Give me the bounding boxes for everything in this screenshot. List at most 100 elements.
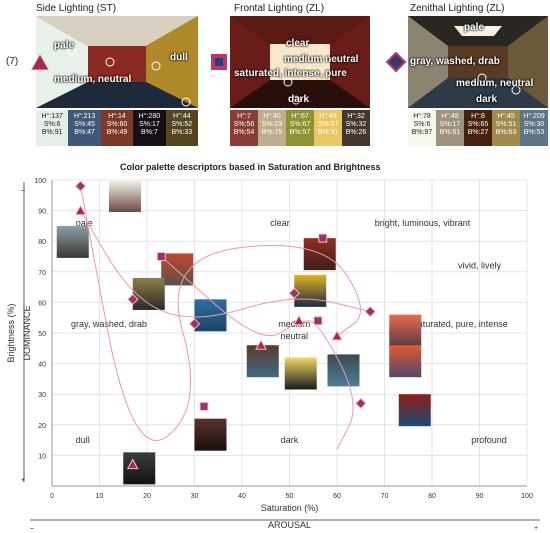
thumb-rect [132,277,165,310]
panel-title: Frontal Lighting (ZL) [234,3,325,14]
scene-image: pale dull medium, neutral [36,16,198,108]
y-tick-label: 80 [38,239,46,246]
swatch: H°:137 S%:6 B%:91 [36,110,69,146]
x-axis-label: Saturation (%) [261,503,319,513]
thumb-rect [194,299,227,332]
x-axis-plus: + [534,525,538,532]
scene-thumbnail [132,277,165,310]
scene-thumbnail [294,274,327,307]
scene-thumbnail [389,345,422,378]
panel-title: Zenithal Lighting (ZL) [410,3,505,14]
diamond-point [288,287,300,299]
scene-thumbnail [389,314,422,347]
diamond-point [355,397,367,410]
swatch: H°:14 S%:60 B%:49 [100,110,134,146]
thumb-rect [294,274,327,307]
triangle-marker-icon [30,53,50,71]
y-axis-plus: + [21,477,25,484]
scene-label: dark [288,94,310,105]
square-point [313,316,323,326]
panel-title: Side Lighting (ST) [36,3,117,14]
x-tick-label: 20 [143,493,151,500]
region-label: neutral [280,331,308,341]
thumb-rect [303,238,336,271]
swatch: H°:40 S%:23 B%:75 [258,110,286,146]
scene-thumbnail [303,238,336,271]
scene-label: dark [476,94,498,105]
scene-label: pale [54,40,75,51]
x-tick-label: 90 [476,493,484,500]
palette-swatches: H°:78 S%:6 B%:97 H°:48 S%:17 B%:61 H°:8 S%:65… [408,110,548,146]
x-tick-label: 50 [286,493,294,500]
triangle-point [331,330,343,341]
region-label: profound [471,435,507,445]
square-point [199,401,209,411]
scene-thumbnail [398,394,431,427]
diamond-point [364,305,376,318]
region-label: bright, luminous, vibrant [375,218,471,228]
thumb-rect [398,394,431,427]
y-tick-label: 50 [38,331,46,338]
region-label: dull [76,435,90,445]
chart-title: Color palette descriptors based in Satur… [120,162,381,172]
swatch: H°:67 S%:67 B%:57 [286,110,314,146]
swatch: H°:44 S%:52 B%:33 [165,110,199,146]
region-label: vivid, lively [458,261,502,271]
scene-thumbnail [194,418,227,451]
y-tick-label: 70 [38,270,46,277]
swatch: H°:45 S%:51 B%:63 [492,110,520,146]
diamond-marker-icon [386,52,406,72]
triangle-point [293,314,305,326]
x-axis-minus: – [30,525,34,532]
trend-curve [80,186,361,441]
scene-thumbnail [109,180,141,212]
square-point [318,233,328,243]
scene-thumbnails [56,180,431,485]
scene-label: gray, washed, drab [410,56,500,67]
scene-thumbnail [194,299,227,332]
scene-image: clear medium neutral saturated, intense,… [230,16,370,108]
chart-axes: 0 10 20 30 40 50 60 70 80 90 100 10 20 30 40 50 60 70 80 90… [6,178,540,532]
square-point [156,252,166,261]
scene-label: medium, neutral [54,74,132,85]
region-label: clear [270,218,290,228]
swatch: H°:7 S%:56 B%:54 [230,110,258,146]
swatch: H°:32 S%:32 B%:26 [342,110,370,146]
scene-thumbnail [246,345,279,378]
scene-label: medium neutral [284,54,359,65]
triangle-point [74,204,87,216]
y-tick-label: 60 [38,300,46,307]
data-points [74,180,376,470]
y-axis-label-secondary: DOMINANCE [22,305,32,360]
x-tick-label: 60 [333,493,341,500]
x-tick-label: 100 [521,493,533,500]
swatch: H°:78 S%:6 B%:97 [408,110,436,146]
swatch: H°:280 S%:17 B%:7 [133,110,166,146]
scene-label: saturated, intense, pure [234,68,347,79]
y-axis-minus: – [21,187,25,194]
region-label: gray, washed, drab [71,319,147,329]
region-label: saturated, pure, intense [413,319,508,329]
swatch: H°:209 S%:30 B%:53 [520,110,548,146]
scene-thumbnail [56,225,89,258]
swatch: H°:49 S%:57 B%:91 [314,110,342,146]
y-tick-label: 30 [38,392,46,399]
x-tick-label: 0 [50,493,54,500]
y-tick-label: 90 [38,209,46,216]
scene-label: pale [464,22,485,33]
y-tick-label: 20 [38,423,46,430]
legend-number: (7) [6,56,19,67]
x-tick-label: 70 [381,493,389,500]
x-tick-label: 30 [191,493,199,500]
palette-swatches: H°:7 S%:56 B%:54 H°:40 S%:23 B%:75 H°:67 S%:6… [230,110,370,146]
y-tick-label: 10 [38,453,46,460]
y-tick-label: 100 [34,178,46,185]
swatch: H°:48 S%:17 B%:61 [436,110,464,146]
scene-label: medium, neutral [456,78,534,89]
thumb-rect [194,418,227,451]
scene-thumbnail [284,357,317,390]
trend-curve [80,210,371,318]
y-axis-label: Brightness (%) [6,303,16,362]
region-label: pale [76,218,93,228]
scene-label: clear [286,38,310,49]
